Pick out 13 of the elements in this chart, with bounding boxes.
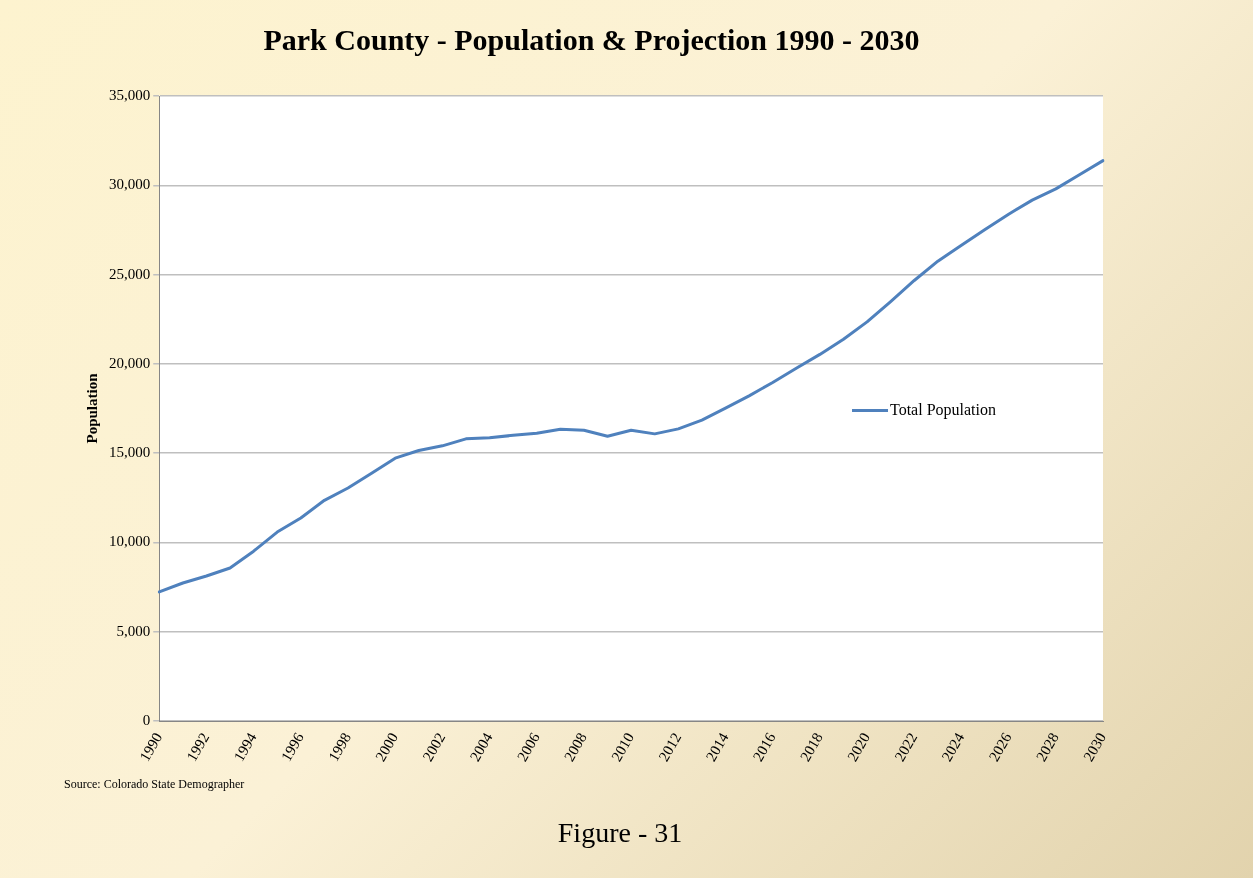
source-note: Source: Colorado State Demographer xyxy=(64,777,245,791)
y-tick-label: 35,000 xyxy=(109,86,151,103)
y-tick-label: 15,000 xyxy=(109,444,151,461)
y-tick-label: 30,000 xyxy=(109,176,151,193)
text: Figure - 31 xyxy=(557,817,683,848)
y-tick-label: 5,000 xyxy=(116,622,151,639)
y-tick-label: 20,000 xyxy=(109,354,151,371)
y-axis-title: Population xyxy=(83,372,100,444)
y-tick-label: 0 xyxy=(142,711,151,728)
y-tick-label: 25,000 xyxy=(109,265,151,282)
chart-title: Park County - Population & Projection 1990 - 2030 xyxy=(263,22,920,56)
legend-label: Total Population xyxy=(890,400,996,419)
y-tick-label: 10,000 xyxy=(109,533,151,550)
